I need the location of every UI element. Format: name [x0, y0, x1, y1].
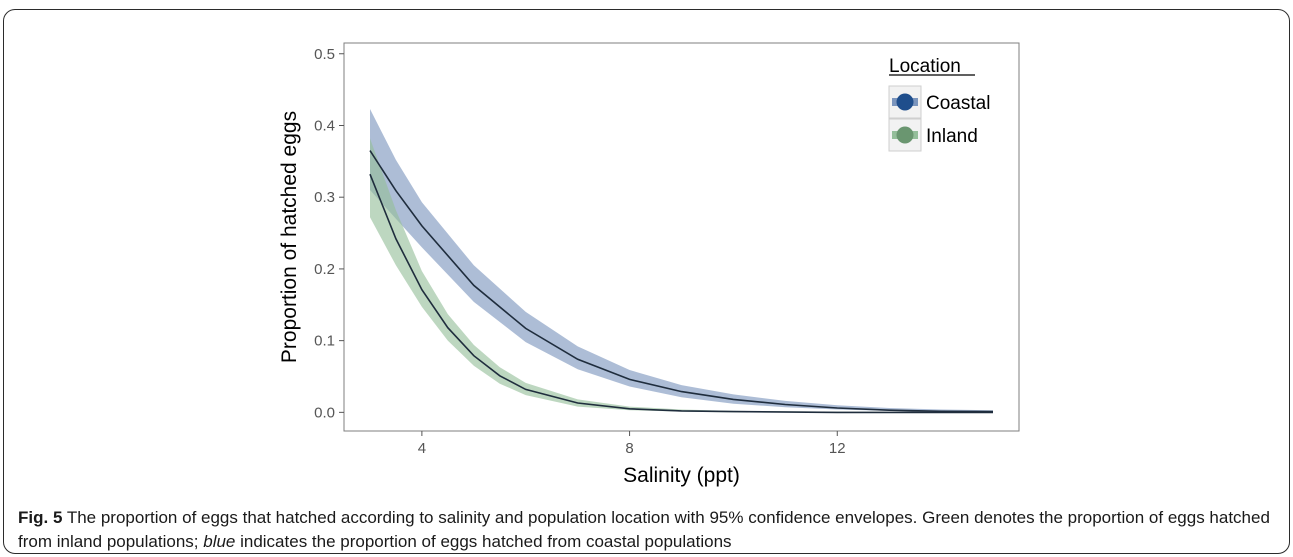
hatching-chart: 0.0 0.1 0.2 0.3 0.4 0.5 4 8 12 Salinity (ppt) Prop… [278, 42, 1020, 487]
caption-italic: blue [203, 532, 236, 551]
y-tick-label: 0.5 [314, 46, 335, 63]
confidence-band-coastal [370, 109, 993, 413]
legend-label-coastal: Coastal [926, 93, 990, 114]
x-tick-label: 12 [829, 440, 846, 457]
legend-point-inland [896, 126, 914, 144]
figure-caption: Fig. 5 The proportion of eggs that hatch… [18, 506, 1278, 553]
y-axis-title: Proportion of hatched eggs [278, 111, 301, 363]
fit-line-inland [369, 173, 993, 414]
x-tick-label: 8 [625, 440, 633, 457]
x-tick-label: 4 [418, 440, 426, 457]
y-tick-label: 0.4 [314, 117, 335, 134]
y-tick-label: 0.3 [314, 189, 335, 206]
x-axis-title: Salinity (ppt) [623, 464, 740, 487]
y-tick-label: 0.0 [314, 404, 335, 421]
legend-label-inland: Inland [926, 126, 978, 147]
legend-point-coastal [896, 93, 914, 111]
caption-text-2: indicates the proportion of eggs hatched… [235, 532, 732, 551]
legend-title: Location [889, 56, 961, 77]
figure-frame: 0.0 0.1 0.2 0.3 0.4 0.5 4 8 12 Salinity (ppt) Prop… [3, 9, 1290, 554]
fit-line-coastal [369, 150, 994, 413]
caption-text-1: The proportion of eggs that hatched acco… [18, 508, 1270, 551]
caption-label: Fig. 5 [18, 508, 63, 527]
y-tick-label: 0.2 [314, 261, 335, 278]
y-tick-label: 0.1 [314, 333, 335, 350]
